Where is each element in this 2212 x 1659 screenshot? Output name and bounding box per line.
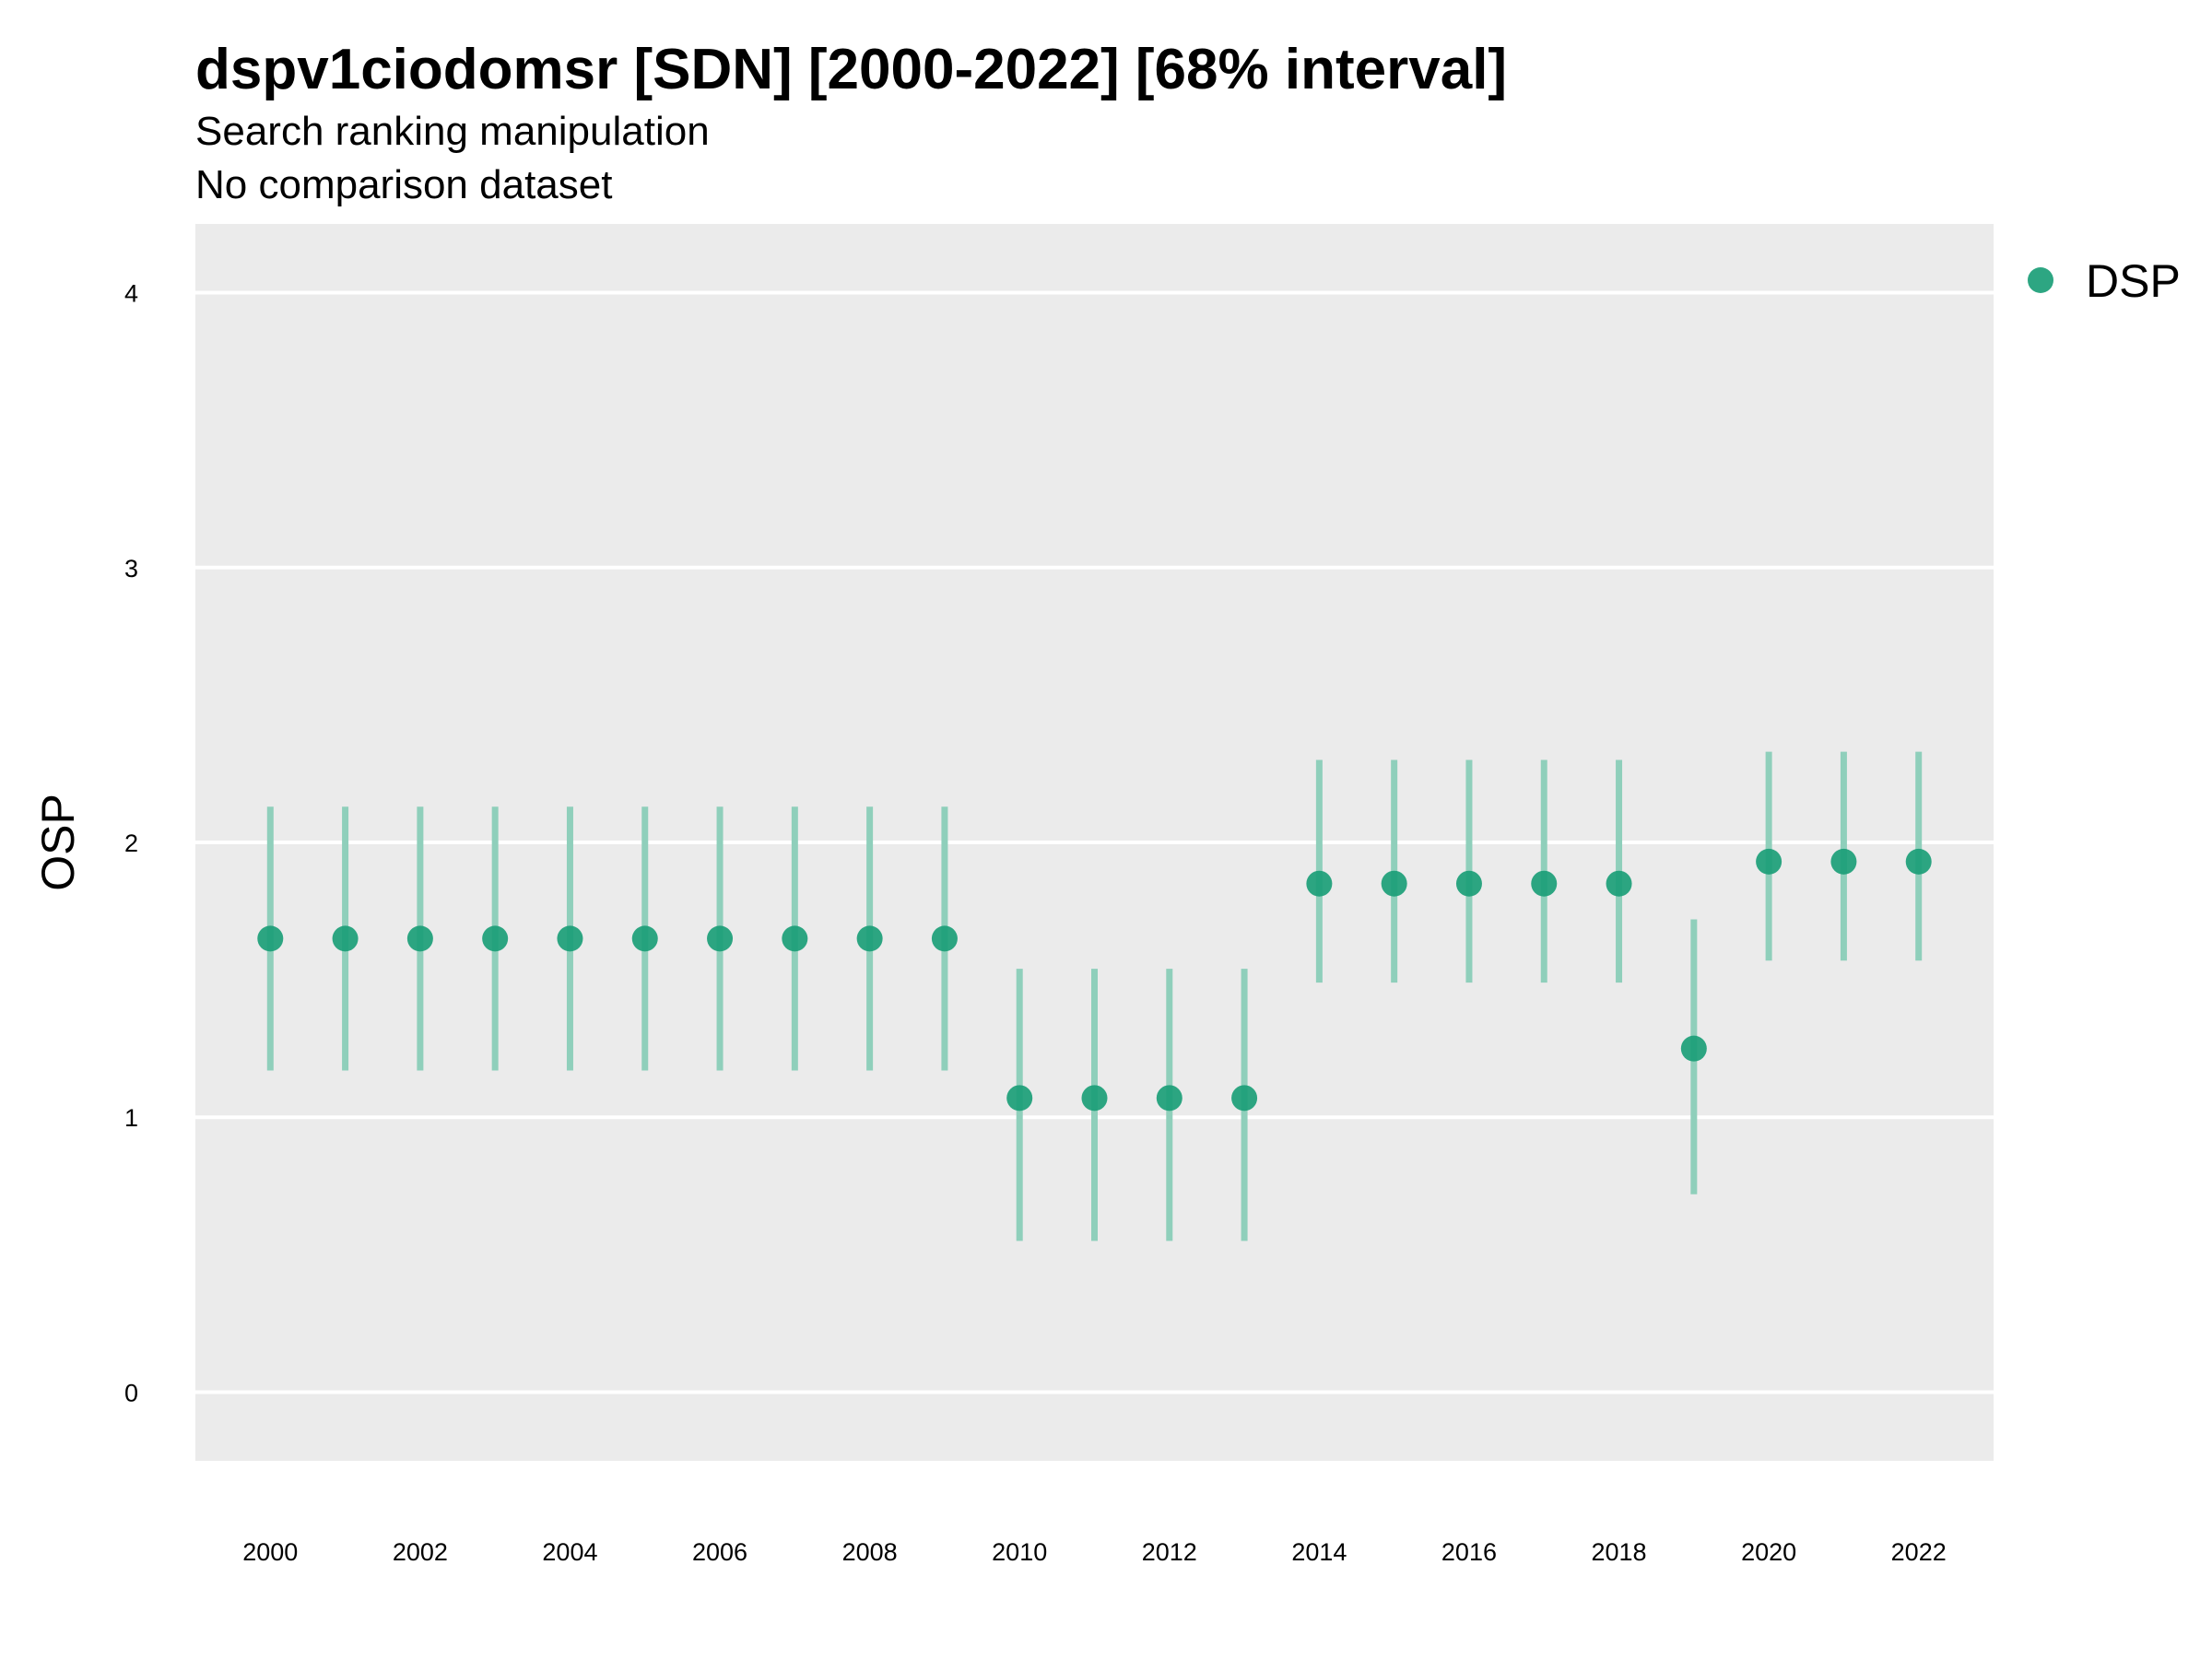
x-tick-label: 2020 bbox=[1741, 1538, 1796, 1566]
data-point-2022 bbox=[1905, 848, 1932, 875]
chart-title: dspv1ciodomsr [SDN] [2000-2022] [68% int… bbox=[195, 38, 1507, 101]
x-tick-label: 2022 bbox=[1891, 1538, 1947, 1566]
x-axis-ticks: 2000 2002 2004 2006 2008 2010 2012 2014 2016 2018… bbox=[242, 1538, 1946, 1566]
x-tick-label: 2000 bbox=[242, 1538, 298, 1566]
x-tick-label: 2012 bbox=[1142, 1538, 1197, 1566]
y-tick-label: 0 bbox=[124, 1379, 138, 1406]
data-point-2000 bbox=[257, 925, 284, 952]
x-tick-label: 2006 bbox=[692, 1538, 747, 1566]
data-point-2020 bbox=[1756, 848, 1783, 875]
legend-label-dsp: DSP bbox=[2086, 255, 2181, 307]
data-point-2017 bbox=[1531, 870, 1558, 897]
y-tick-label: 2 bbox=[124, 830, 138, 857]
legend: DSP bbox=[2028, 255, 2181, 307]
x-tick-label: 2004 bbox=[542, 1538, 597, 1566]
x-tick-label: 2016 bbox=[1441, 1538, 1497, 1566]
y-tick-label: 4 bbox=[124, 280, 138, 308]
x-tick-label: 2002 bbox=[393, 1538, 448, 1566]
y-tick-label: 3 bbox=[124, 555, 138, 582]
data-point-2021 bbox=[1830, 848, 1857, 875]
data-point-2006 bbox=[707, 925, 734, 952]
y-axis-ticks: 0 1 2 3 4 bbox=[124, 280, 138, 1407]
legend-key-dsp bbox=[2028, 267, 2053, 293]
data-point-2008 bbox=[856, 925, 883, 952]
x-tick-label: 2018 bbox=[1592, 1538, 1647, 1566]
chart-caption: No comparison dataset bbox=[195, 162, 612, 207]
data-point-2014 bbox=[1306, 870, 1333, 897]
chart-subtitle: Search ranking manipulation bbox=[195, 109, 710, 154]
x-tick-label: 2008 bbox=[842, 1538, 898, 1566]
data-point-2009 bbox=[931, 925, 958, 952]
data-point-2015 bbox=[1381, 870, 1407, 897]
data-points bbox=[257, 848, 1932, 1112]
data-point-2012 bbox=[1156, 1085, 1182, 1112]
data-point-2016 bbox=[1455, 870, 1482, 897]
y-axis-label: OSP bbox=[32, 794, 84, 891]
data-point-2001 bbox=[332, 925, 359, 952]
data-point-2005 bbox=[631, 925, 658, 952]
x-tick-label: 2010 bbox=[992, 1538, 1047, 1566]
data-point-2018 bbox=[1606, 870, 1632, 897]
data-point-2013 bbox=[1231, 1085, 1258, 1112]
data-point-2002 bbox=[406, 925, 433, 952]
x-tick-label: 2014 bbox=[1291, 1538, 1347, 1566]
data-point-2004 bbox=[557, 925, 583, 952]
data-point-2007 bbox=[782, 925, 808, 952]
y-tick-label: 1 bbox=[124, 1104, 138, 1132]
data-point-2019 bbox=[1680, 1035, 1707, 1062]
data-point-2010 bbox=[1006, 1085, 1033, 1112]
data-point-2011 bbox=[1081, 1085, 1108, 1112]
data-point-2003 bbox=[482, 925, 509, 952]
